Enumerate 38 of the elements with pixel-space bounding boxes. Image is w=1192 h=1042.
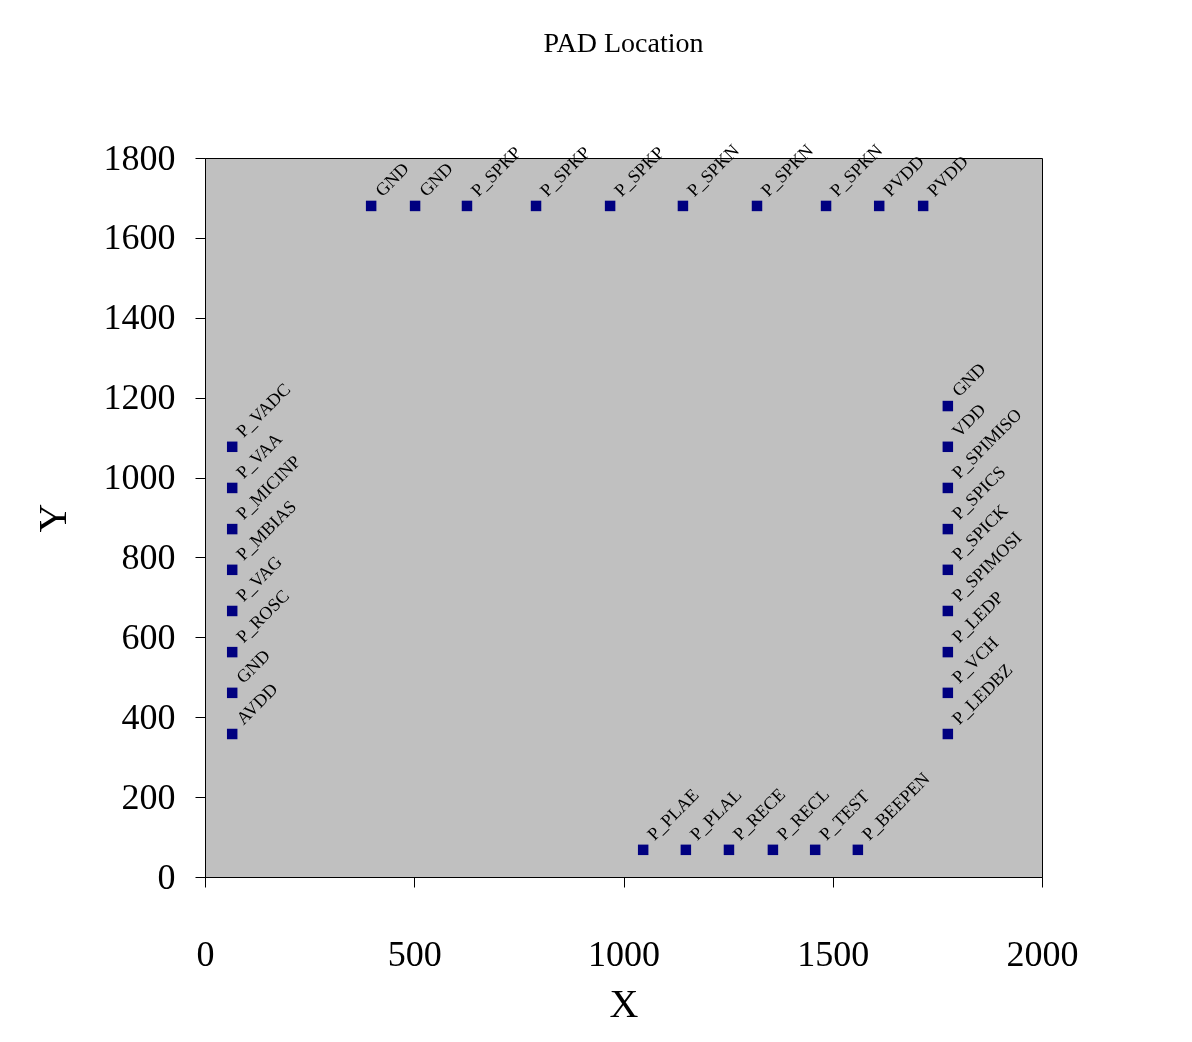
y-tick-label: 1400	[103, 297, 176, 338]
y-tick-label: 600	[121, 616, 176, 657]
x-tick-label: 1500	[797, 933, 870, 974]
point	[917, 200, 929, 212]
y-tick-label: 1800	[103, 137, 176, 178]
point	[873, 200, 885, 212]
point	[226, 728, 238, 740]
point	[809, 844, 821, 856]
y-tick-label: 1600	[103, 217, 176, 258]
point	[723, 844, 735, 856]
point	[942, 728, 954, 740]
point	[226, 687, 238, 699]
point	[767, 844, 779, 856]
x-tick-label: 500	[387, 933, 442, 974]
x-tick-label: 2000	[1006, 933, 1079, 974]
x-tick-label: 1000	[588, 933, 660, 974]
point	[530, 200, 542, 212]
y-tick-label: 0	[157, 856, 176, 897]
x-tick-label: 0	[196, 933, 215, 974]
x-axis-title: X	[609, 980, 639, 1026]
y-axis-title: Y	[29, 503, 75, 533]
y-tick-label: 400	[121, 696, 176, 737]
y-tick-label: 800	[121, 536, 176, 577]
y-tick-label: 1000	[103, 457, 176, 498]
chart-title: PAD Location	[543, 27, 704, 58]
y-tick-label: 200	[121, 776, 176, 817]
point	[365, 200, 377, 212]
point	[226, 646, 238, 658]
point	[604, 200, 616, 212]
y-tick-label: 1200	[103, 377, 176, 418]
point	[409, 200, 421, 212]
point	[677, 200, 689, 212]
point	[820, 200, 832, 212]
point	[461, 200, 473, 212]
point	[680, 844, 692, 856]
point	[751, 200, 763, 212]
point	[637, 844, 649, 856]
point	[852, 844, 864, 856]
